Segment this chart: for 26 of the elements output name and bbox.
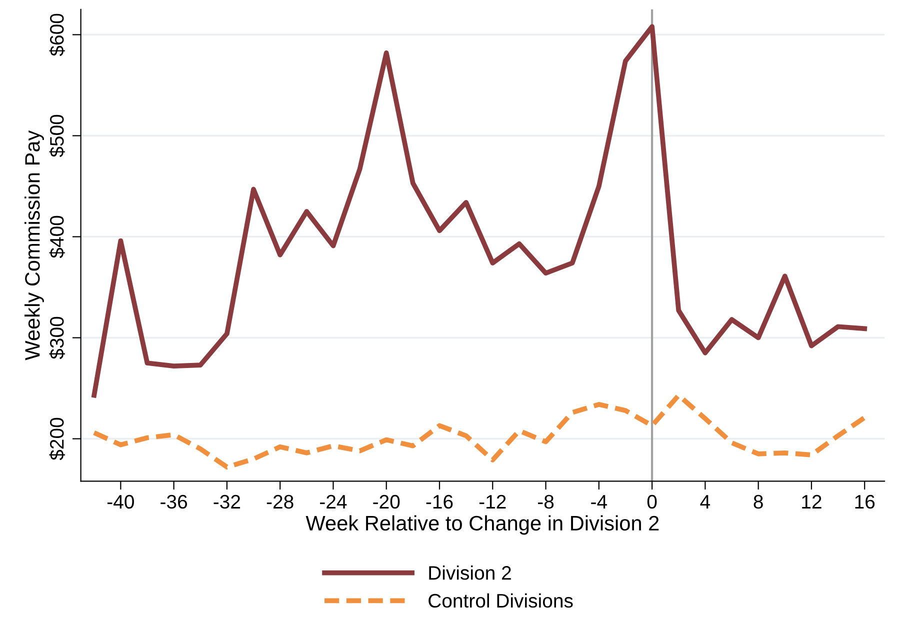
legend-label: Control Divisions	[428, 593, 573, 608]
legend-label: Division 2	[429, 566, 511, 580]
x-tick-label: 12	[802, 494, 822, 508]
x-tick-label: -28	[266, 494, 294, 509]
y-axis-title: Weekly Commission Pay	[24, 130, 44, 360]
y-tick-label: $200	[49, 418, 65, 460]
x-tick-label: -40	[107, 494, 134, 509]
y-tick-label: $600	[49, 14, 65, 56]
x-tick-label: 4	[700, 495, 710, 508]
x-tick-label: -8	[538, 494, 554, 509]
x-tick-label: -32	[214, 494, 240, 509]
x-tick-label: 16	[855, 494, 875, 509]
x-tick-label: 8	[754, 494, 763, 509]
x-tick-label: 0	[647, 494, 657, 509]
x-tick-label: -4	[591, 495, 607, 508]
line-series	[92, 24, 868, 398]
x-axis-title: Week Relative to Change in Division 2	[306, 515, 659, 535]
line-series	[92, 392, 868, 470]
x-tick-label: -20	[373, 494, 400, 509]
x-tick-label: -12	[479, 494, 506, 508]
x-tick-label: -16	[426, 494, 453, 509]
x-tick-label: -24	[320, 494, 347, 508]
x-tick-label: -36	[160, 494, 188, 509]
y-tick-label: $300	[49, 316, 65, 360]
y-tick-label: $500	[49, 114, 65, 158]
y-tick-label: $400	[49, 216, 65, 258]
